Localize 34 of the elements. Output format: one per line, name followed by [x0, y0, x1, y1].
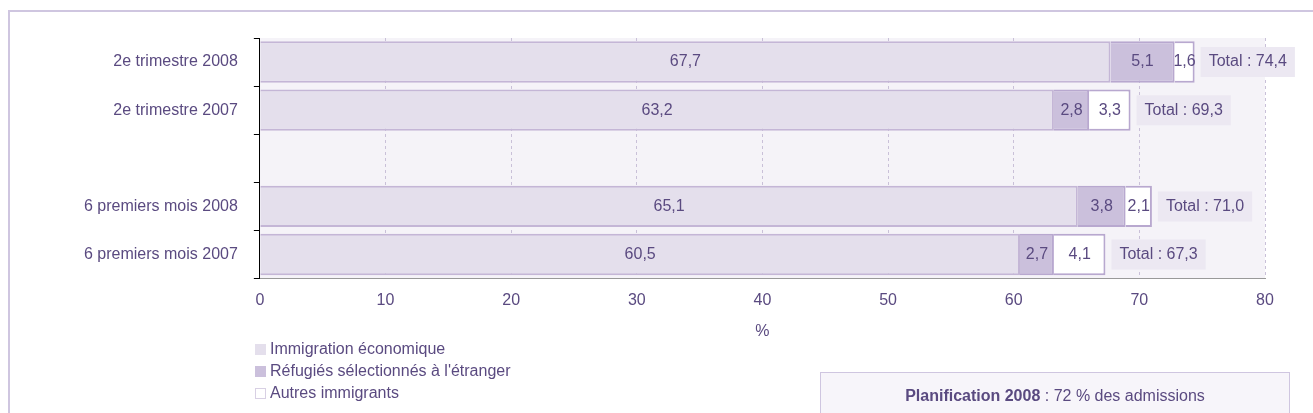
x-tick-label: 20 — [502, 290, 521, 308]
data-label: 3,8 — [1090, 196, 1113, 214]
x-tick-label: 70 — [1130, 290, 1149, 308]
y-tick-label: 6 premiers mois 2007 — [84, 244, 238, 262]
x-tick-label: 30 — [627, 290, 646, 308]
data-label: 1,6 — [1173, 52, 1196, 70]
x-tick-label: 10 — [376, 290, 395, 308]
x-tick-label: 80 — [1256, 290, 1274, 308]
data-label: 2,7 — [1025, 244, 1049, 262]
data-label: 5,1 — [1131, 52, 1154, 70]
x-tick-label: 60 — [1004, 290, 1023, 308]
total-label: Total : 74,4 — [1208, 52, 1288, 70]
text: Planification 2008 : 72 % des admissions — [820, 372, 1290, 413]
data-label: 60,5 — [624, 244, 656, 262]
legend-label: Autres immigrants — [270, 383, 399, 403]
y-tick-label: 6 premiers mois 2008 — [84, 196, 238, 214]
legend-label: Réfugiés sélectionnés à l'étranger — [270, 361, 511, 381]
x-tick-label: 0 — [255, 290, 265, 308]
x-axis-title: % — [755, 321, 770, 339]
total-label: Total : 71,0 — [1165, 196, 1245, 214]
legend-label: Immigration économique — [270, 339, 446, 359]
data-label: 2,8 — [1060, 100, 1083, 118]
data-label: 63,2 — [641, 100, 673, 118]
data-label: 4,1 — [1068, 244, 1091, 262]
y-tick-label: 2e trimestre 2008 — [113, 52, 238, 70]
y-tick-label: 2e trimestre 2007 — [113, 100, 238, 118]
data-label: 3,3 — [1098, 100, 1122, 118]
data-label: 67,7 — [669, 52, 702, 70]
total-label: Total : 69,3 — [1144, 100, 1223, 118]
data-label: 2,1 — [1127, 196, 1150, 214]
data-label: 65,1 — [653, 196, 685, 214]
total-label: Total : 67,3 — [1119, 244, 1198, 262]
x-tick-label: 40 — [753, 290, 772, 308]
x-tick-label: 50 — [879, 290, 898, 308]
